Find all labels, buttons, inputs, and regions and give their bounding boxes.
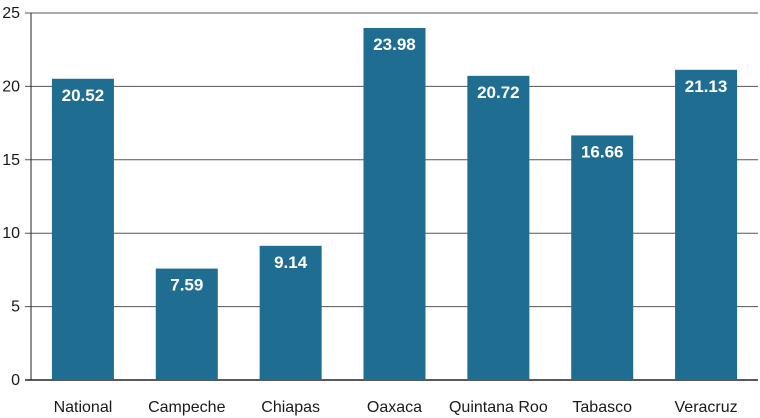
y-tick-label: 5	[11, 299, 20, 316]
category-label: Quintana Roo	[449, 399, 548, 416]
bar-campeche	[155, 268, 218, 380]
y-tick-label: 20	[2, 78, 20, 95]
data-labels: 20.52 7.59 9.14 23.98 20.72 16.66 21.13	[62, 35, 728, 295]
y-tick-label: 15	[2, 152, 20, 169]
category-label: Chiapas	[261, 399, 320, 416]
data-label: 20.52	[62, 86, 105, 105]
category-label: National	[54, 399, 113, 416]
bar-tabasco	[571, 135, 634, 380]
bar-quintana-roo	[467, 75, 530, 381]
data-label: 7.59	[170, 276, 203, 295]
x-axis-categories: National Campeche Chiapas Oaxaca Quintana Ro…	[54, 399, 738, 416]
y-tick-label: 10	[2, 225, 20, 242]
data-label: 21.13	[685, 77, 728, 96]
category-label: Oaxaca	[367, 399, 422, 416]
data-label: 20.72	[477, 83, 520, 102]
category-label: Tabasco	[572, 399, 632, 416]
category-label: Veracruz	[675, 399, 738, 416]
y-tick-label: 0	[11, 372, 20, 389]
bar-veracruz	[675, 69, 738, 381]
bar-national	[51, 78, 114, 380]
data-label: 23.98	[373, 35, 416, 54]
data-label: 9.14	[274, 253, 308, 272]
y-axis-ticks: 0 5 10 15 20 25	[2, 5, 20, 389]
bar-oaxaca	[363, 27, 426, 380]
y-tick-label: 25	[2, 5, 20, 22]
data-label: 16.66	[581, 142, 624, 161]
bars	[51, 27, 738, 381]
category-label: Campeche	[148, 399, 225, 416]
bar-chiapas	[259, 245, 322, 380]
